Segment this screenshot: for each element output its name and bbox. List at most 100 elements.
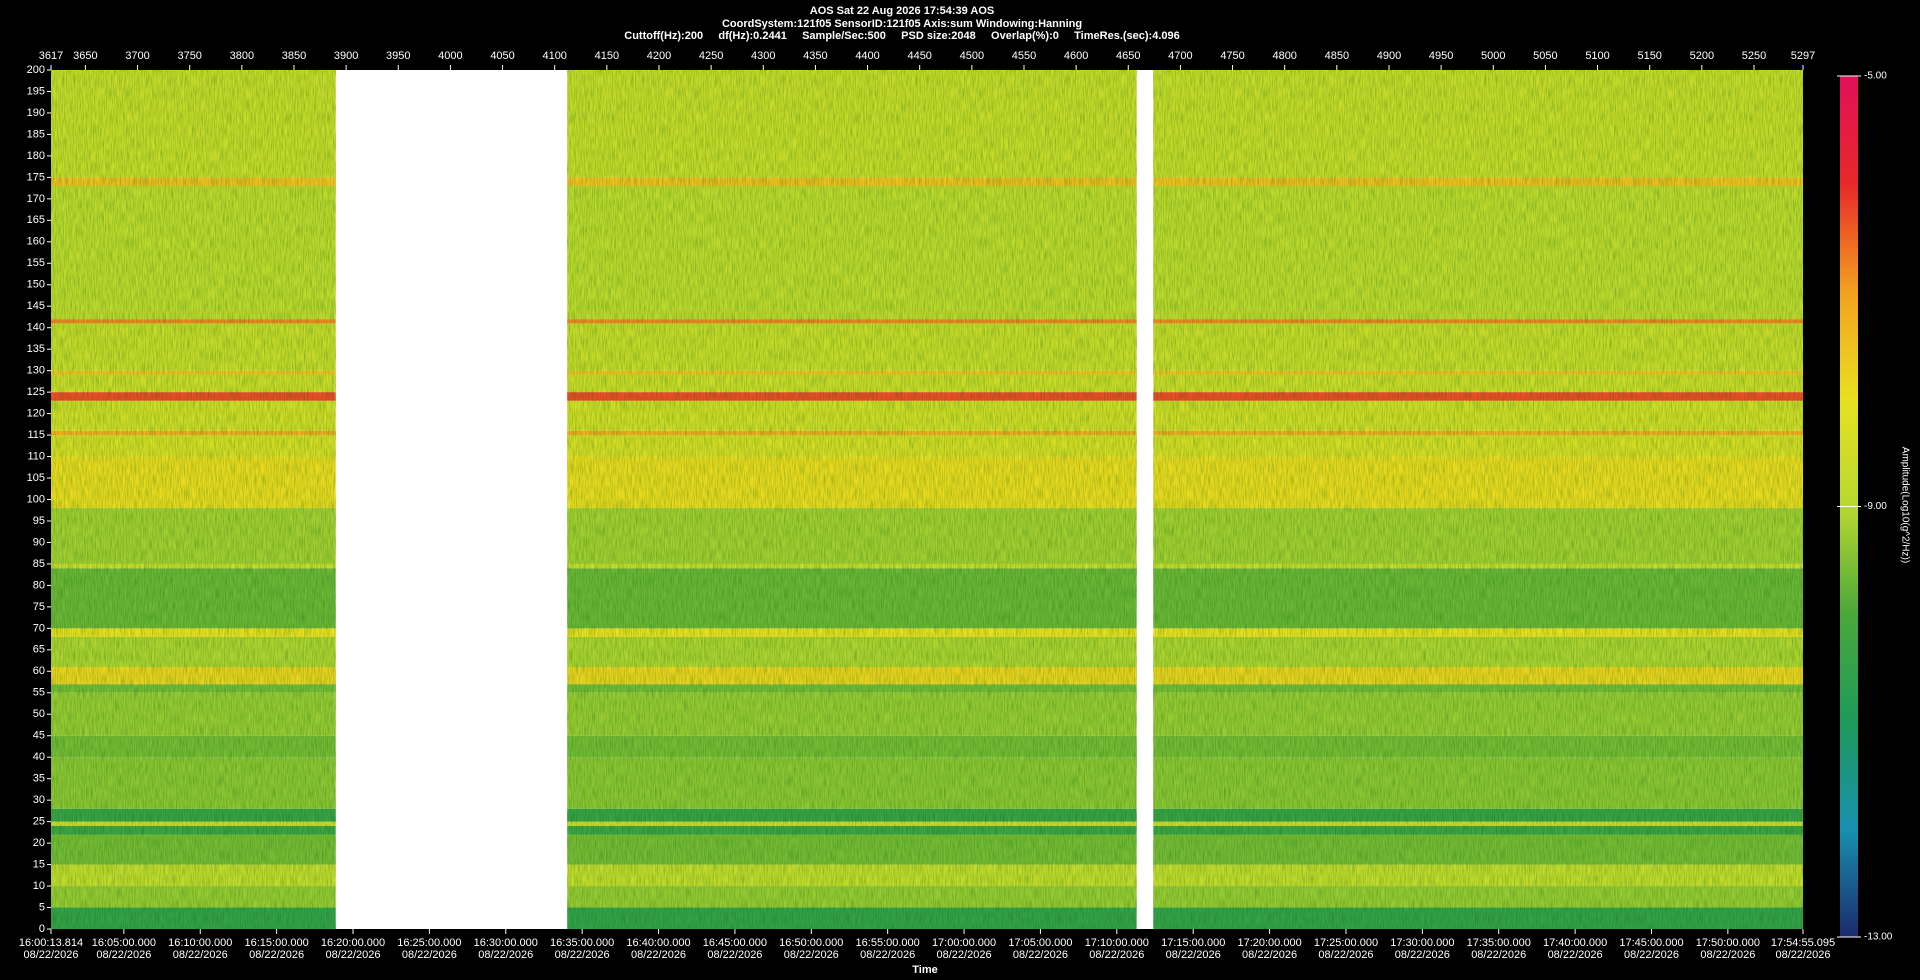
x-tick-label: 4250: [699, 50, 723, 62]
y-tick-label: 90: [33, 536, 45, 548]
y-tick-label: 130: [27, 365, 45, 377]
x-tick-label: 3900: [334, 50, 358, 62]
x-tick-label: 4300: [751, 50, 775, 62]
y-tick-label: 190: [27, 107, 45, 119]
time-tick-label: 16:30:00.000: [474, 937, 538, 949]
time-tick-label: 17:40:00.000: [1543, 937, 1607, 949]
x-tick-label: 4700: [1168, 50, 1192, 62]
time-tick-label: 16:55:00.000: [856, 937, 920, 949]
time-tick-label: 17:05:00.000: [1008, 937, 1072, 949]
date-label: 08/22/2026: [631, 949, 686, 961]
date-label: 08/22/2026: [707, 949, 762, 961]
time-tick-label: 16:20:00.000: [321, 937, 385, 949]
y-tick-label: 10: [33, 880, 45, 892]
y-tick-label: 75: [33, 601, 45, 613]
time-tick-label: 17:30:00.000: [1390, 937, 1454, 949]
date-label: 08/22/2026: [96, 949, 151, 961]
date-label: 08/22/2026: [478, 949, 533, 961]
y-tick-label: 100: [27, 493, 45, 505]
x-tick-label: 4450: [907, 50, 931, 62]
x-tick-label: 3950: [386, 50, 410, 62]
y-tick-label: 15: [33, 858, 45, 870]
date-label: 08/22/2026: [1548, 949, 1603, 961]
date-label: 08/22/2026: [1089, 949, 1144, 961]
date-label: 08/22/2026: [1242, 949, 1297, 961]
y-tick-label: 195: [27, 85, 45, 97]
x-tick-label: 4000: [438, 50, 462, 62]
y-tick-label: 145: [27, 300, 45, 312]
y-tick-label: 105: [27, 472, 45, 484]
date-label: 08/22/2026: [1700, 949, 1755, 961]
y-tick-label: 85: [33, 558, 45, 570]
time-tick-label: 17:10:00.000: [1085, 937, 1149, 949]
y-tick-label: 30: [33, 794, 45, 806]
noise-texture: [51, 70, 336, 929]
y-tick-label: 165: [27, 214, 45, 226]
time-tick-label: 17:50:00.000: [1696, 937, 1760, 949]
y-tick-label: 200: [27, 64, 45, 76]
date-label: 08/22/2026: [1775, 949, 1830, 961]
y-tick-label: 180: [27, 150, 45, 162]
y-tick-label: 60: [33, 665, 45, 677]
y-tick-label: 170: [27, 193, 45, 205]
x-tick-label: 4950: [1429, 50, 1453, 62]
date-label: 08/22/2026: [1318, 949, 1373, 961]
x-tick-label: 3800: [230, 50, 254, 62]
y-tick-label: 25: [33, 816, 45, 828]
time-tick-label: 16:00:13.814: [19, 937, 83, 949]
x-tick-label: 5297: [1791, 50, 1815, 62]
time-tick-label: 16:45:00.000: [703, 937, 767, 949]
y-tick-label: 125: [27, 386, 45, 398]
y-tick-label: 55: [33, 687, 45, 699]
x-tick-label: 5150: [1637, 50, 1661, 62]
time-tick-label: 17:25:00.000: [1314, 937, 1378, 949]
colorbar-tick-label: -13.00: [1864, 932, 1893, 943]
settings-line: Cuttoff(Hz):200 df(Hz):0.2441 Sample/Sec…: [624, 30, 1180, 42]
x-tick-label: 4900: [1377, 50, 1401, 62]
x-tick-label: 5000: [1481, 50, 1505, 62]
x-tick-label: 5100: [1585, 50, 1609, 62]
y-tick-label: 115: [27, 429, 45, 441]
x-tick-label: 3617: [39, 50, 63, 62]
y-tick-label: 65: [33, 644, 45, 656]
y-tick-label: 160: [27, 236, 45, 248]
date-label: 08/22/2026: [555, 949, 610, 961]
noise-texture: [567, 70, 1137, 929]
time-tick-label: 16:35:00.000: [550, 937, 614, 949]
heatmap: [51, 70, 1803, 929]
y-tick-label: 175: [27, 171, 45, 183]
time-tick-label: 17:54:55.095: [1771, 937, 1835, 949]
x-tick-label: 4800: [1272, 50, 1296, 62]
x-tick-label: 5050: [1533, 50, 1557, 62]
x-tick-label: 4350: [803, 50, 827, 62]
y-tick-label: 120: [27, 408, 45, 420]
date-label: 08/22/2026: [173, 949, 228, 961]
y-tick-label: 70: [33, 622, 45, 634]
y-tick-label: 40: [33, 751, 45, 763]
x-tick-label: 3850: [282, 50, 306, 62]
date-label: 08/22/2026: [1624, 949, 1679, 961]
date-label: 08/22/2026: [784, 949, 839, 961]
x-tick-label: 4500: [960, 50, 984, 62]
x-tick-label: 4850: [1325, 50, 1349, 62]
colorbar-label: Amplitude(Log10(g^2/Hz)): [1899, 447, 1910, 563]
x-tick-label: 5200: [1690, 50, 1714, 62]
x-tick-label: 4750: [1220, 50, 1244, 62]
y-tick-label: 150: [27, 279, 45, 291]
x-tick-label: 4100: [542, 50, 566, 62]
y-tick-label: 35: [33, 773, 45, 785]
chart-title: AOS Sat 22 Aug 2026 17:54:39 AOS: [810, 5, 994, 17]
y-tick-label: 5: [39, 901, 45, 913]
time-tick-label: 17:15:00.000: [1161, 937, 1225, 949]
time-tick-label: 16:25:00.000: [397, 937, 461, 949]
y-tick-label: 135: [27, 343, 45, 355]
colorbar-tick-label: -5.00: [1864, 71, 1887, 82]
x-tick-label: 3700: [125, 50, 149, 62]
y-tick-label: 45: [33, 730, 45, 742]
date-label: 08/22/2026: [23, 949, 78, 961]
y-tick-label: 20: [33, 837, 45, 849]
y-tick-label: 0: [39, 923, 45, 935]
date-label: 08/22/2026: [1471, 949, 1526, 961]
y-tick-label: 140: [27, 322, 45, 334]
